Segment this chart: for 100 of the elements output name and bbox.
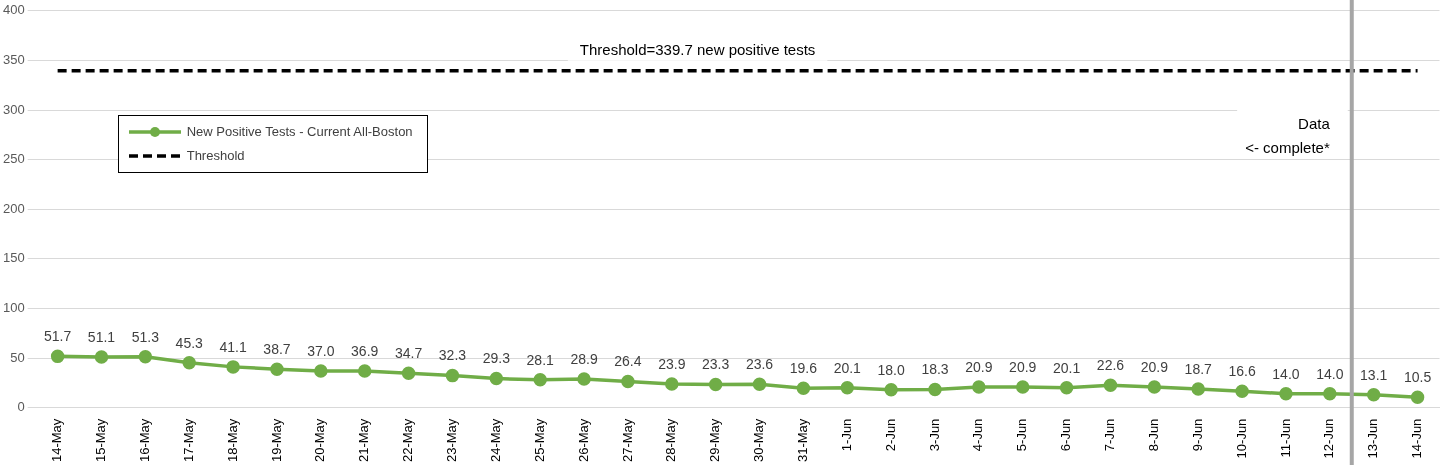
point <box>1410 390 1425 404</box>
point <box>1279 387 1293 401</box>
data-label: 20.1 <box>833 359 862 376</box>
y-tick-label: 50 <box>10 349 25 365</box>
x-tick-label: 23-May <box>444 418 460 463</box>
x-tick-label: 5-Jun <box>1014 418 1030 452</box>
data-label: 28.1 <box>526 351 555 368</box>
x-tick-label: 14-May <box>49 418 65 463</box>
data-label: 19.6 <box>789 360 818 377</box>
data-label: 37.0 <box>307 342 335 359</box>
point <box>884 383 898 397</box>
x-tick-label: 4-Jun <box>970 418 986 452</box>
data-label: 14.0 <box>1316 365 1344 382</box>
x-tick-label: 6-Jun <box>1058 418 1074 452</box>
data-label: 20.9 <box>1009 358 1037 375</box>
data-label: 23.3 <box>702 356 730 373</box>
point <box>1323 387 1337 401</box>
x-tick-label: 22-May <box>400 418 416 463</box>
y-tick-label: 100 <box>2 300 25 316</box>
point <box>1191 382 1205 396</box>
data-label: 51.1 <box>87 328 116 345</box>
data-label: 13.1 <box>1360 366 1388 383</box>
point <box>94 350 109 364</box>
point <box>1235 384 1249 398</box>
point <box>1147 380 1162 394</box>
x-tick-label: 24-May <box>487 418 503 463</box>
data-label: 14.0 <box>1272 365 1300 382</box>
data-label: 16.6 <box>1228 363 1256 380</box>
point <box>357 364 372 378</box>
x-tick-label: 7-Jun <box>1102 418 1118 452</box>
data-label: 22.6 <box>1096 357 1125 374</box>
data-label: 18.0 <box>877 361 905 378</box>
x-tick-label: 26-May <box>575 418 591 463</box>
point <box>752 377 767 391</box>
x-tick-label: 2-Jun <box>882 418 898 452</box>
x-tick-label: 15-May <box>93 418 109 463</box>
x-tick-label: 29-May <box>707 418 723 463</box>
point <box>445 368 460 383</box>
x-tick-label: 17-May <box>180 418 196 463</box>
point <box>1103 378 1118 392</box>
point <box>270 362 284 377</box>
point <box>621 374 635 389</box>
data-label: 18.7 <box>1184 360 1213 377</box>
x-tick-label: 14-Jun <box>1409 418 1425 459</box>
x-tick-label: 3-Jun <box>926 418 942 452</box>
annotation: Threshold=339.7 new positive tests <box>579 41 816 59</box>
x-tick-label: 30-May <box>751 418 767 463</box>
x-tick-label: 27-May <box>619 418 635 463</box>
point <box>401 366 416 380</box>
point <box>50 349 65 364</box>
data-label: 38.7 <box>263 341 291 358</box>
x-tick-label: 25-May <box>531 418 547 463</box>
legend-label: Threshold <box>186 148 245 164</box>
data-label: 20.9 <box>965 358 993 375</box>
point <box>1015 380 1030 394</box>
legend-label: New Positive Tests - Current All-Boston <box>186 124 413 140</box>
point <box>708 377 723 392</box>
x-tick-label: 8-Jun <box>1145 418 1161 452</box>
point <box>665 377 679 391</box>
point <box>314 364 328 378</box>
x-tick-label: 21-May <box>356 418 372 463</box>
data-label: 41.1 <box>219 338 247 355</box>
data-label: 20.1 <box>1052 359 1081 376</box>
data-label: 36.9 <box>351 342 379 359</box>
y-tick-label: 300 <box>2 101 25 117</box>
point <box>840 380 855 395</box>
data-label: 18.3 <box>921 361 949 378</box>
point <box>138 350 153 364</box>
data-label: 23.6 <box>745 356 774 373</box>
x-tick-label: 9-Jun <box>1189 418 1205 452</box>
x-tick-label: 1-Jun <box>838 418 854 452</box>
x-tick-label: 31-May <box>794 418 810 463</box>
x-tick-label: 11-Jun <box>1277 418 1293 458</box>
x-tick-label: 12-Jun <box>1321 418 1337 459</box>
data-label: 32.3 <box>438 347 467 364</box>
data-label: 51.3 <box>131 328 160 345</box>
point <box>182 355 196 370</box>
x-tick-label: 13-Jun <box>1365 418 1381 459</box>
data-label: 28.9 <box>570 350 598 367</box>
point <box>226 360 240 374</box>
point <box>577 372 591 386</box>
x-tick-label: 20-May <box>312 418 328 463</box>
x-tick-label: 28-May <box>663 418 679 463</box>
y-tick-label: 400 <box>2 2 25 18</box>
point <box>928 382 942 397</box>
y-tick-label: 250 <box>2 151 25 167</box>
data-label: 29.3 <box>482 350 511 367</box>
point <box>796 381 811 395</box>
ref-line-label: Data <- complete* <box>1245 115 1331 157</box>
y-tick-label: 200 <box>2 200 25 216</box>
data-label: 10.5 <box>1403 369 1432 386</box>
data-label: 23.9 <box>658 355 686 372</box>
y-tick-label: 0 <box>17 399 25 415</box>
x-tick-label: 18-May <box>224 418 240 463</box>
point <box>1366 387 1381 402</box>
data-label: 20.9 <box>1140 358 1169 375</box>
point <box>1059 380 1074 395</box>
y-tick-label: 150 <box>2 250 25 266</box>
point <box>533 373 547 387</box>
x-tick-label: 19-May <box>268 418 284 463</box>
